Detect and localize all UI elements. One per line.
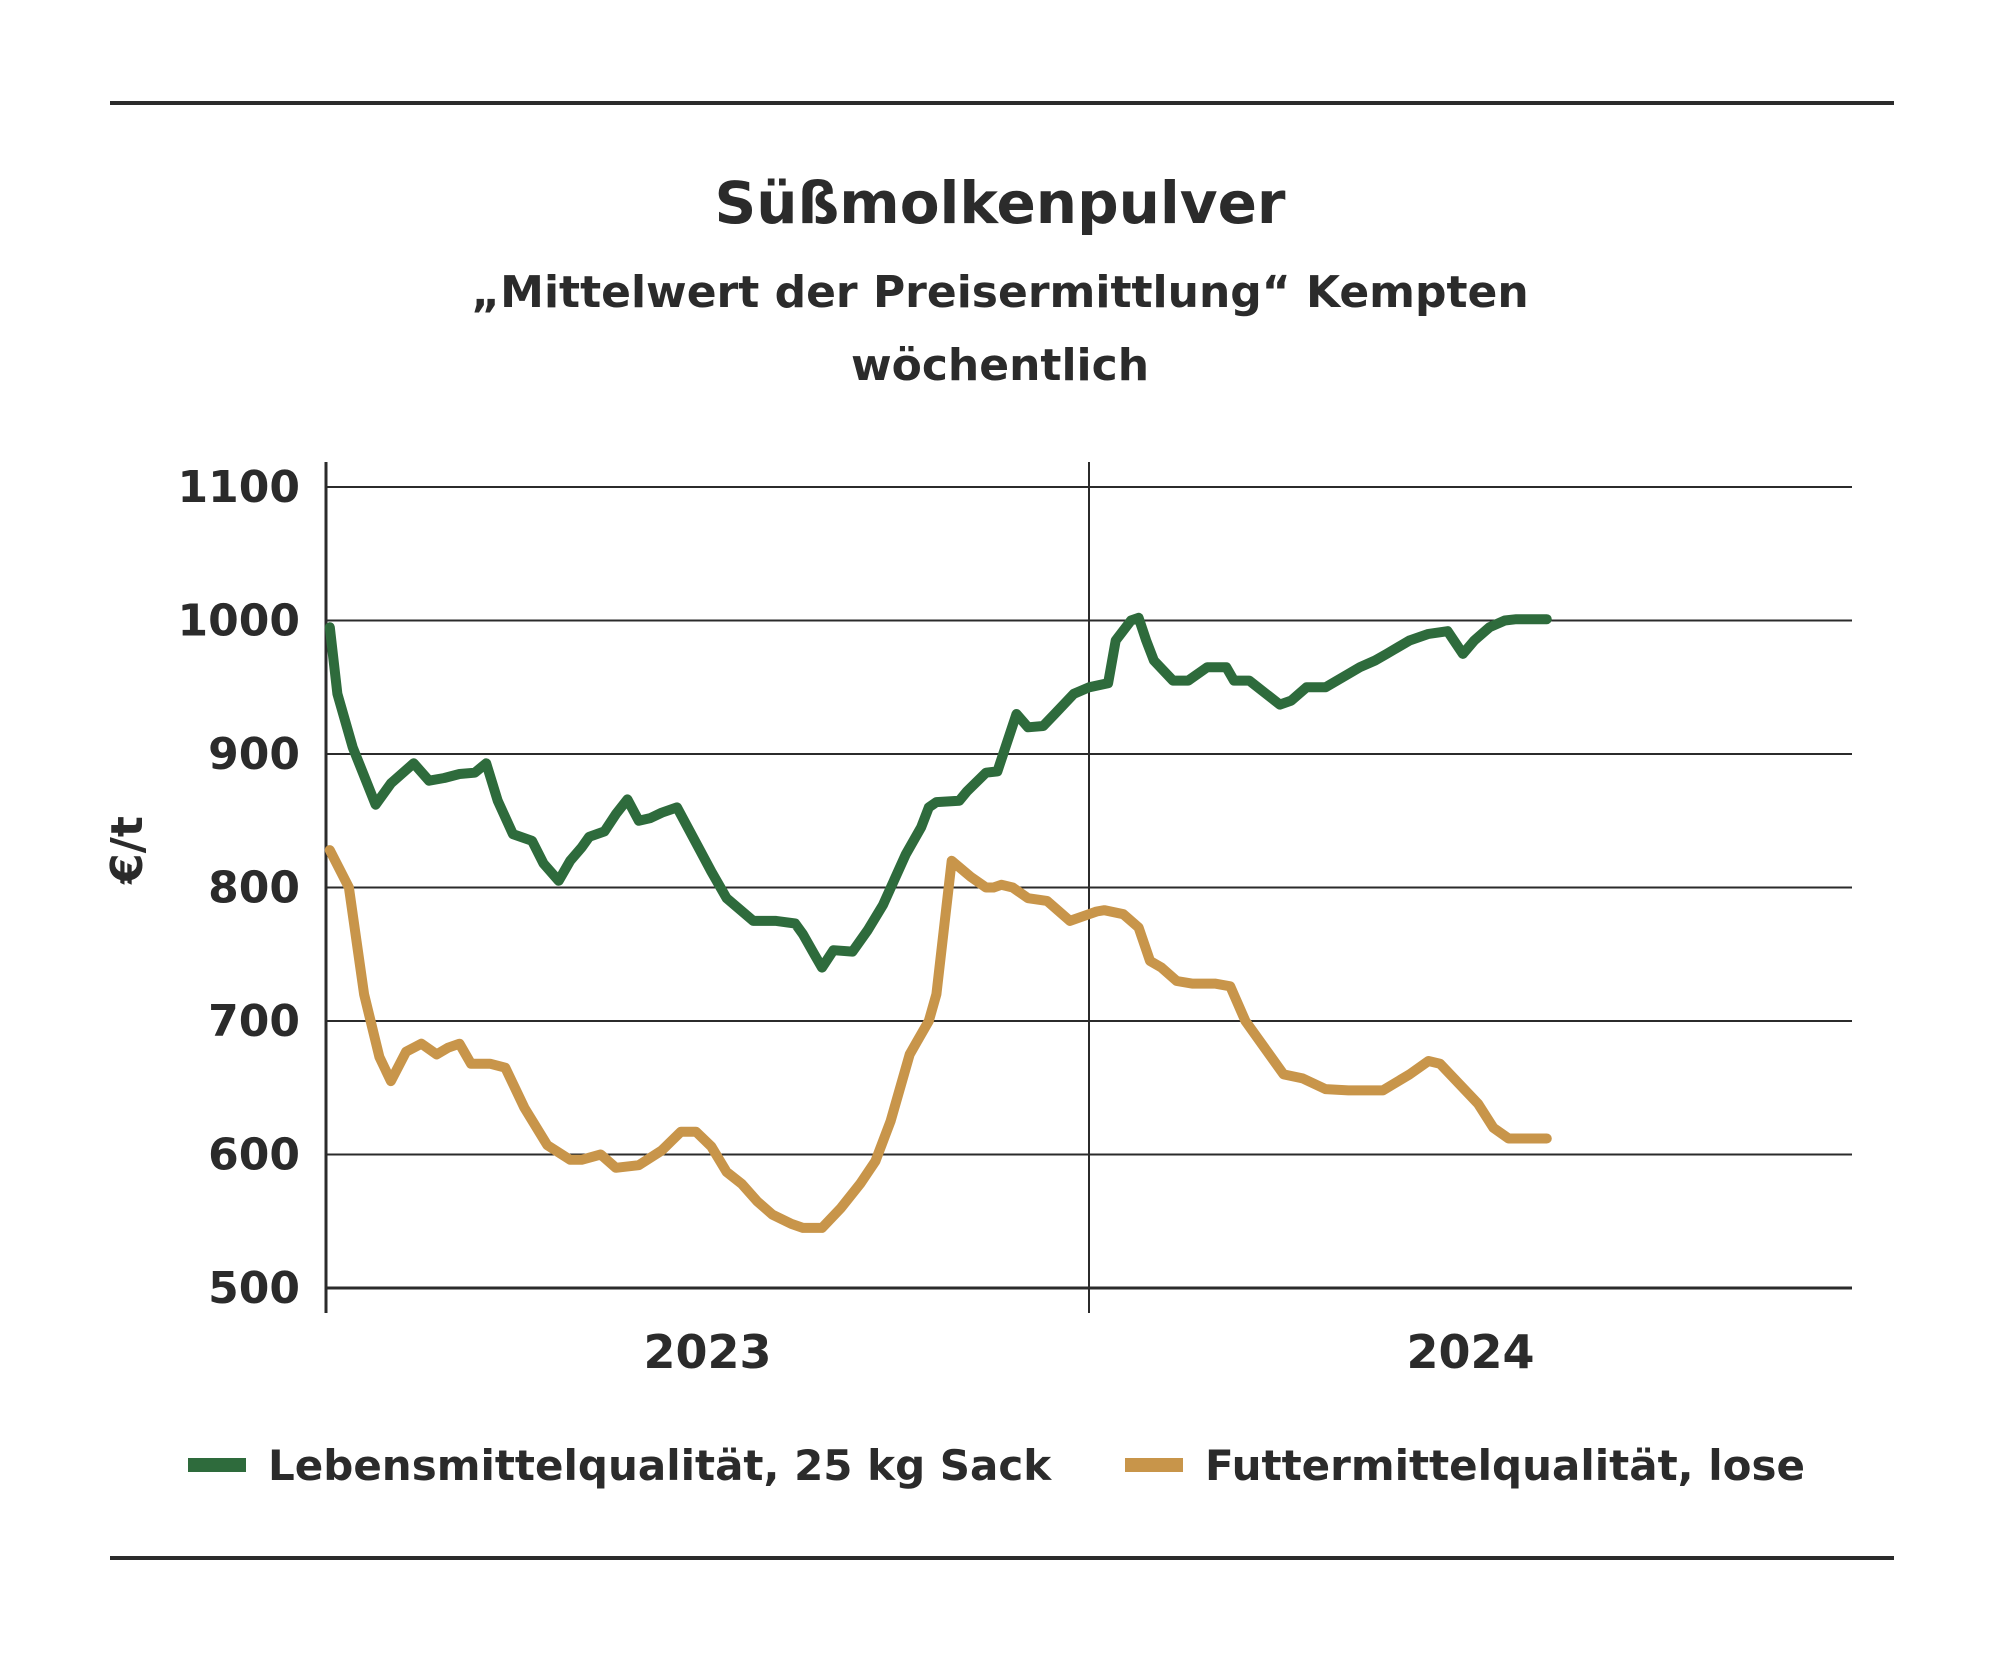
tick-layer: 1100 1000 900 800 700 600 500 2023 2024 [178,462,1535,1379]
legend-swatch-feed [1125,1458,1183,1472]
y-tick-label-1100: 1100 [178,462,300,513]
y-tick-label-800: 800 [208,863,300,914]
y-axis-label: €/t [102,816,153,885]
legend-label-feed: Futtermittelqualität, lose [1205,1440,1805,1490]
bottom-rule [110,1556,1894,1560]
grid-layer [324,462,1852,1313]
y-tick-label-500: 500 [208,1263,300,1314]
series-layer [324,612,1552,1233]
chart-subtitle-line-1: „Mittelwert der Preisermittlung“ Kempten [471,267,1529,318]
x-tick-label-2023: 2023 [643,1325,771,1379]
top-rule [110,101,1894,105]
series-line-food [324,612,1552,973]
chart-subtitle-line-2: wöchentlich [850,340,1150,391]
y-tick-label-600: 600 [208,1130,300,1181]
legend-swatch-food [188,1458,246,1472]
series-line-feed [324,845,1552,1233]
y-tick-label-900: 900 [208,729,300,780]
legend: Lebensmittelqualität, 25 kg Sack Futterm… [0,1430,2000,1500]
y-tick-label-700: 700 [208,996,300,1047]
legend-item-feed: Futtermittelqualität, lose [1125,1430,1805,1500]
chart-title: Süßmolkenpulver [714,169,1286,237]
legend-item-food: Lebensmittelqualität, 25 kg Sack [188,1430,1051,1500]
legend-label-food: Lebensmittelqualität, 25 kg Sack [268,1440,1052,1490]
x-tick-label-2024: 2024 [1406,1325,1534,1379]
y-tick-label-1000: 1000 [178,596,300,647]
